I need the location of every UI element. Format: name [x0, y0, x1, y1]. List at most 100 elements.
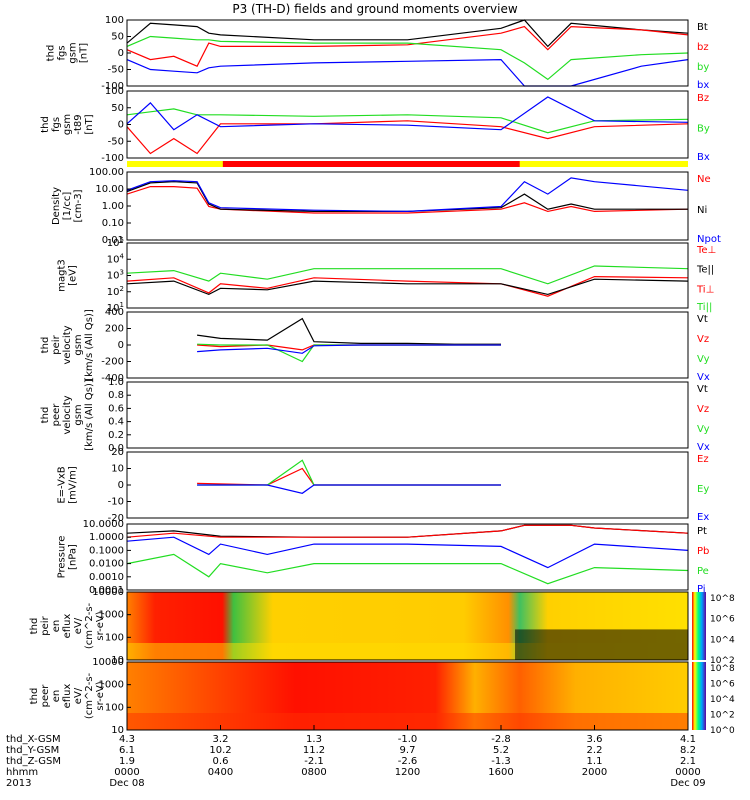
x-axis-tick-value: 11.2 — [303, 745, 325, 756]
y-axis-label-line: eV/ — [73, 617, 84, 634]
y-axis-label-line: magt3 — [57, 259, 68, 292]
series-npot — [126, 177, 689, 213]
series-pi — [126, 536, 689, 569]
colorbar — [692, 592, 706, 660]
legend-ti||: Ti|| — [696, 302, 712, 313]
legend-ey: Ey — [697, 484, 709, 495]
y-tick-label: 100 — [105, 86, 124, 97]
x-axis-tick-value: 1.9 — [119, 756, 135, 767]
y-tick-label: 0.4 — [108, 417, 124, 428]
y-tick-label: 0.0010 — [89, 572, 124, 583]
colorbar-tick-label: 10^8 — [710, 594, 735, 604]
x-axis-tick-value: 1.3 — [306, 734, 322, 745]
y-tick-label: 50 — [111, 32, 124, 43]
series-pb — [126, 524, 689, 538]
y-axis-label-line: gsm — [62, 114, 73, 135]
y-tick-label: 10000 — [92, 587, 124, 598]
y-axis-label-line: [nT] — [84, 114, 95, 134]
y-tick-label: 0.0 — [108, 443, 124, 454]
x-axis-tick-value: 8.2 — [680, 745, 696, 756]
legend-ni: Ni — [697, 205, 707, 216]
colorbar-tick-label: 10^6 — [710, 680, 735, 690]
x-axis-tick-value: 0000 — [675, 767, 700, 778]
x-axis-tick-value: -1.3 — [491, 756, 511, 767]
x-axis-tick-value: 4.1 — [680, 734, 696, 745]
y-axis-label-line: [eV] — [68, 265, 79, 286]
series-bt — [126, 19, 689, 48]
y-tick-label: 103 — [107, 269, 124, 282]
legend-vt: Vt — [697, 314, 708, 325]
y-tick-label: 100.00 — [89, 167, 124, 178]
legend-bx: bx — [697, 80, 709, 91]
chart-title: P3 (TH-D) fields and ground moments over… — [232, 2, 518, 16]
y-axis-label-line: fgs — [57, 45, 68, 60]
y-axis-label-line: -t89 — [73, 114, 84, 134]
y-axis-label-line: thd — [29, 618, 40, 635]
legend-vx: Vx — [697, 442, 710, 453]
legend-by: by — [697, 62, 709, 73]
x-axis-tick-value: Dec 09 — [670, 778, 705, 789]
x-axis-tick-value: -2.1 — [304, 756, 324, 767]
panel-frame — [126, 90, 689, 159]
colorbar-tick-label: 10^8 — [710, 664, 735, 674]
y-axis-label-line: thd — [29, 688, 40, 705]
y-tick-label: -50 — [108, 136, 124, 147]
x-axis-tick-value: 0000 — [114, 767, 139, 778]
panel-frame — [126, 19, 689, 87]
colorbar-tick-label: 10^6 — [710, 615, 735, 625]
y-tick-label: 10000 — [92, 657, 124, 668]
y-tick-label: 0.8 — [108, 390, 124, 401]
y-tick-label: 200 — [105, 324, 124, 335]
series-bz — [126, 25, 689, 67]
legend-te⊥: Te⊥ — [696, 245, 716, 256]
y-axis-label-line: eflux — [62, 684, 73, 709]
x-axis-tick-value: 0400 — [208, 767, 233, 778]
y-tick-label: 10.0000 — [83, 519, 124, 530]
y-tick-label: -20 — [108, 513, 124, 524]
y-axis-label-line: gsm — [73, 334, 84, 355]
x-axis-tick-value: Dec 08 — [109, 778, 144, 789]
y-tick-exponent: 2 — [120, 285, 124, 293]
x-axis-tick-value: 1200 — [395, 767, 420, 778]
x-axis-tick-value: -2.6 — [398, 756, 418, 767]
legend-te||: Te|| — [696, 265, 714, 276]
x-axis-tick-value: -1.0 — [398, 734, 418, 745]
y-tick-label: 10 — [111, 725, 124, 736]
series-pt — [126, 524, 689, 538]
y-tick-label: 1.00 — [102, 201, 124, 212]
x-axis-row-label: thd_Y-GSM — [6, 745, 59, 756]
y-axis-label-line: (cm^2-s- — [84, 672, 95, 719]
colorbar-tick-label: 10^2 — [710, 711, 735, 721]
x-axis-tick-value: 2.1 — [680, 756, 696, 767]
series-pe — [126, 553, 689, 585]
series-ne — [126, 186, 689, 214]
x-axis-tick-value: 9.7 — [400, 745, 416, 756]
legend-pb: Pb — [697, 546, 709, 557]
y-axis-label-line: Density — [51, 187, 62, 225]
y-tick-label: 104 — [107, 252, 125, 265]
y-axis-label-line: [cm-3] — [73, 189, 84, 222]
x-axis-row-label: thd_X-GSM — [6, 734, 61, 745]
series-vx — [197, 344, 501, 354]
colorbar-tick-label: 10^4 — [710, 635, 735, 645]
panel-frame — [126, 381, 689, 449]
y-axis-label-line: E=-VxB — [57, 466, 68, 503]
x-axis-tick-value: 5.2 — [493, 745, 509, 756]
y-tick-exponent: 5 — [120, 236, 124, 244]
x-axis-tick-value: 0.6 — [213, 756, 229, 767]
legend-vt: Vt — [697, 384, 708, 395]
x-axis-row-label: 2013 — [6, 778, 31, 789]
x-axis-row-label: thd_Z-GSM — [6, 756, 61, 767]
y-tick-exponent: 4 — [120, 252, 125, 260]
legend-ez: Ez — [697, 454, 709, 465]
y-tick-label: 0 — [118, 48, 124, 59]
y-axis-label-line: peer — [51, 403, 62, 427]
y-tick-label: 0 — [118, 340, 124, 351]
y-axis-label-line: [km/s (All Qs)] — [84, 379, 95, 451]
y-axis-label-line: thd — [40, 116, 51, 133]
y-tick-label: 1.0 — [108, 377, 124, 388]
x-axis-tick-value: 3.2 — [213, 734, 229, 745]
y-tick-label: 0.10 — [102, 218, 124, 229]
y-axis-label-line: (cm^2-s- — [84, 602, 95, 649]
